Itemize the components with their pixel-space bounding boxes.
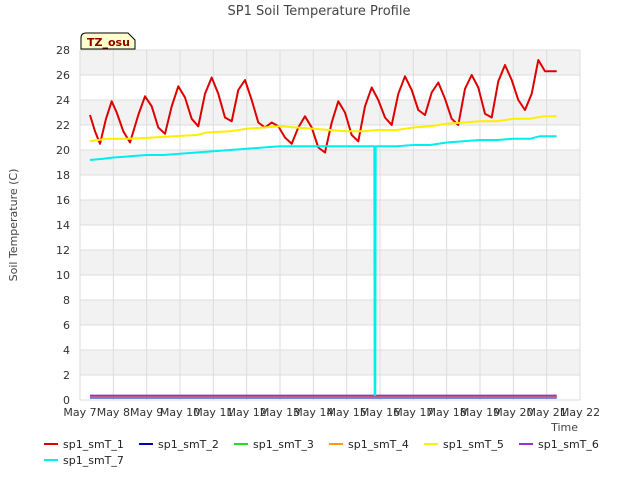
x-tick-label: May 21 bbox=[527, 406, 567, 419]
background-band bbox=[80, 300, 580, 325]
series-line-sp1_smT_7 bbox=[89, 135, 557, 396]
y-tick-label: 0 bbox=[63, 394, 70, 407]
x-tick-label: May 16 bbox=[360, 406, 400, 419]
y-tick-label: 26 bbox=[56, 69, 70, 82]
legend-label-sp1_smT_5: sp1_smT_5 bbox=[443, 438, 504, 451]
legend-label-sp1_smT_6: sp1_smT_6 bbox=[538, 438, 599, 451]
x-tick-label: May 20 bbox=[493, 406, 533, 419]
series-lines bbox=[89, 59, 557, 399]
x-tick-label: May 11 bbox=[193, 406, 233, 419]
y-tick-label: 14 bbox=[56, 219, 70, 232]
background-band bbox=[80, 175, 580, 200]
y-tick-label: 18 bbox=[56, 169, 70, 182]
x-tick-label: May 13 bbox=[260, 406, 300, 419]
x-tick-label: May 12 bbox=[227, 406, 267, 419]
x-tick-label: May 19 bbox=[460, 406, 500, 419]
background-band bbox=[80, 250, 580, 275]
x-tick-label: May 22 bbox=[560, 406, 600, 419]
timezone-badge-box bbox=[80, 32, 136, 50]
x-tick-label: May 17 bbox=[393, 406, 433, 419]
x-tick-label: May 14 bbox=[293, 406, 333, 419]
background-band bbox=[80, 50, 580, 75]
y-tick-label: 16 bbox=[56, 194, 70, 207]
series-line-sp1_smT_1 bbox=[89, 59, 557, 154]
background-band bbox=[80, 350, 580, 375]
y-tick-label: 10 bbox=[56, 269, 70, 282]
timezone-badge: TZ_osu bbox=[80, 32, 136, 50]
x-tick-label: May 15 bbox=[327, 406, 367, 419]
grid-lines bbox=[79, 49, 581, 401]
background-band bbox=[80, 275, 580, 300]
background-band bbox=[80, 325, 580, 350]
y-tick-label: 28 bbox=[56, 44, 70, 57]
legend-label-sp1_smT_4: sp1_smT_4 bbox=[348, 438, 409, 451]
y-tick-label: 6 bbox=[63, 319, 70, 332]
y-axis-label: Soil Temperature (C) bbox=[7, 169, 20, 282]
y-tick-label: 12 bbox=[56, 244, 70, 257]
background-band bbox=[80, 200, 580, 225]
y-tick-label: 8 bbox=[63, 294, 70, 307]
y-tick-label: 2 bbox=[63, 369, 70, 382]
legend-label-sp1_smT_1: sp1_smT_1 bbox=[63, 438, 124, 451]
background-band bbox=[80, 75, 580, 100]
background-band bbox=[80, 225, 580, 250]
y-tick-label: 22 bbox=[56, 119, 70, 132]
x-tick-label: May 18 bbox=[427, 406, 467, 419]
legend-label-sp1_smT_2: sp1_smT_2 bbox=[158, 438, 219, 451]
x-tick-label: May 8 bbox=[97, 406, 130, 419]
y-tick-label: 24 bbox=[56, 94, 70, 107]
chart-title: SP1 Soil Temperature Profile bbox=[228, 4, 411, 19]
x-tick-label: May 7 bbox=[63, 406, 96, 419]
background-band bbox=[80, 100, 580, 125]
timezone-badge-text: TZ_osu bbox=[87, 36, 130, 49]
x-axis-label: Time bbox=[550, 421, 578, 434]
background-band bbox=[80, 150, 580, 175]
y-tick-label: 20 bbox=[56, 144, 70, 157]
legend-label-sp1_smT_7: sp1_smT_7 bbox=[63, 454, 124, 467]
y-tick-label: 4 bbox=[63, 344, 70, 357]
x-tick-label: May 10 bbox=[160, 406, 200, 419]
series-line-sp1_smT_5 bbox=[89, 115, 557, 143]
x-tick-label: May 9 bbox=[130, 406, 163, 419]
legend: sp1_smT_1 sp1_smT_2 sp1_smT_3 sp1_smT_4 sp1_… bbox=[44, 438, 599, 467]
legend-label-sp1_smT_3: sp1_smT_3 bbox=[253, 438, 314, 451]
